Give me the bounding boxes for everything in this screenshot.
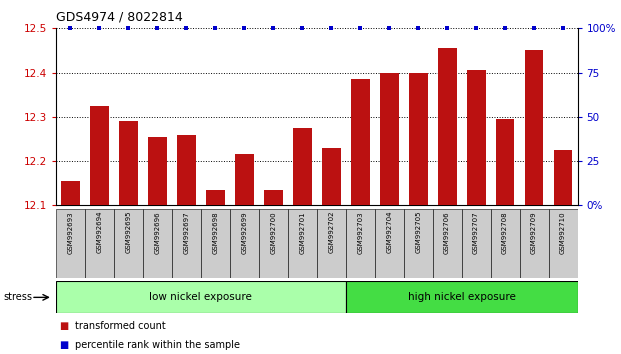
Bar — [177, 135, 196, 205]
Bar — [235, 154, 254, 205]
Bar — [90, 106, 109, 205]
Bar — [374, 209, 404, 278]
Bar — [433, 209, 461, 278]
Bar — [409, 73, 428, 205]
Bar — [56, 281, 346, 313]
Text: GSM992698: GSM992698 — [212, 211, 218, 253]
Bar — [322, 148, 341, 205]
Text: GSM992693: GSM992693 — [68, 211, 73, 253]
Text: GSM992699: GSM992699 — [242, 211, 247, 253]
Text: GSM992706: GSM992706 — [444, 211, 450, 253]
Bar — [548, 209, 578, 278]
Bar — [491, 209, 520, 278]
Text: GSM992708: GSM992708 — [502, 211, 508, 253]
Bar — [404, 209, 433, 278]
Bar — [206, 190, 225, 205]
Text: GDS4974 / 8022814: GDS4974 / 8022814 — [56, 11, 183, 24]
Text: GSM992709: GSM992709 — [531, 211, 537, 253]
Text: GSM992701: GSM992701 — [299, 211, 305, 253]
Bar — [346, 209, 374, 278]
Text: GSM992710: GSM992710 — [560, 211, 566, 253]
Text: GSM992697: GSM992697 — [183, 211, 189, 253]
Bar — [525, 51, 543, 205]
Text: GSM992707: GSM992707 — [473, 211, 479, 253]
Bar — [85, 209, 114, 278]
Text: stress: stress — [3, 292, 32, 302]
Bar — [520, 209, 548, 278]
Bar — [288, 209, 317, 278]
Text: GSM992694: GSM992694 — [96, 211, 102, 253]
Bar — [461, 209, 491, 278]
Text: transformed count: transformed count — [75, 321, 165, 331]
Text: low nickel exposure: low nickel exposure — [150, 292, 252, 302]
Bar — [201, 209, 230, 278]
Text: GSM992695: GSM992695 — [125, 211, 131, 253]
Bar — [293, 128, 312, 205]
Text: GSM992703: GSM992703 — [357, 211, 363, 253]
Bar — [317, 209, 346, 278]
Bar — [114, 209, 143, 278]
Text: GSM992696: GSM992696 — [155, 211, 160, 253]
Bar — [351, 79, 369, 205]
Text: GSM992705: GSM992705 — [415, 211, 421, 253]
Bar — [380, 73, 399, 205]
Text: GSM992702: GSM992702 — [329, 211, 334, 253]
Bar — [346, 281, 578, 313]
Bar — [148, 137, 166, 205]
Bar — [56, 209, 85, 278]
Text: ■: ■ — [59, 321, 68, 331]
Bar — [143, 209, 172, 278]
Text: GSM992700: GSM992700 — [270, 211, 276, 253]
Bar — [119, 121, 138, 205]
Bar — [61, 181, 79, 205]
Bar — [264, 190, 283, 205]
Bar — [172, 209, 201, 278]
Text: percentile rank within the sample: percentile rank within the sample — [75, 341, 240, 350]
Bar — [554, 150, 573, 205]
Text: GSM992704: GSM992704 — [386, 211, 392, 253]
Bar — [467, 70, 486, 205]
Bar — [259, 209, 288, 278]
Text: ■: ■ — [59, 341, 68, 350]
Bar — [438, 48, 456, 205]
Bar — [496, 119, 514, 205]
Bar — [230, 209, 259, 278]
Text: high nickel exposure: high nickel exposure — [407, 292, 515, 302]
